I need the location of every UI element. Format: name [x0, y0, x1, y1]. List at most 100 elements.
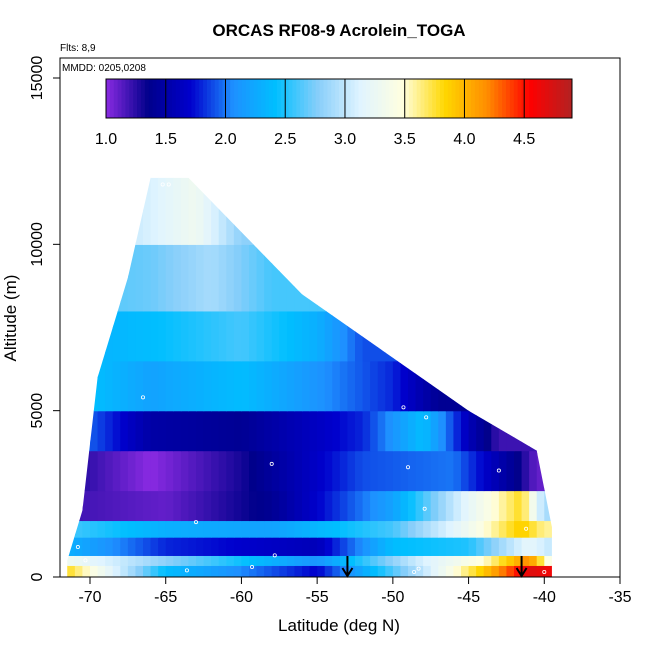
heatmap-cell [408, 490, 417, 522]
heatmap-cell [173, 310, 182, 362]
colorbar-swatch [463, 79, 468, 118]
heatmap-cell [453, 310, 462, 362]
heatmap-cell [165, 410, 174, 452]
heatmap-cell [370, 410, 379, 452]
heatmap-cell [120, 410, 129, 452]
heatmap-cell [408, 537, 417, 556]
heatmap-cell [150, 490, 159, 522]
heatmap-cell [188, 410, 197, 452]
heatmap-cell [241, 555, 250, 566]
heatmap-cell [112, 310, 121, 362]
heatmap-cell [264, 360, 273, 412]
heatmap-cell [332, 490, 341, 522]
heatmap-cell [468, 520, 477, 538]
heatmap-cell [408, 177, 417, 245]
colorbar-swatch [125, 79, 130, 118]
heatmap-cell [143, 520, 152, 538]
heatmap-cell [483, 244, 492, 312]
heatmap-cell [544, 520, 552, 538]
heatmap-cell [453, 177, 462, 245]
heatmap-cell [264, 565, 273, 577]
heatmap-cell [226, 565, 235, 577]
heatmap-cell [180, 310, 190, 362]
heatmap-cell [218, 410, 227, 452]
heatmap-cell [438, 244, 447, 312]
colorbar-swatch [129, 79, 134, 118]
heatmap-cell [226, 537, 235, 556]
colorbar-swatch [187, 79, 192, 118]
heatmap-cell [476, 565, 485, 577]
heatmap-cell [408, 555, 417, 566]
heatmap-cell [211, 520, 220, 538]
heatmap-cell [491, 244, 500, 312]
heatmap-cell [173, 537, 182, 556]
heatmap-cell [302, 555, 311, 566]
heatmap-cell [377, 537, 386, 556]
heatmap-cell [67, 537, 68, 556]
heatmap-cell [74, 450, 84, 492]
y-tick-label: 5000 [29, 393, 46, 429]
heatmap-cell [529, 537, 538, 556]
heatmap-cell [536, 520, 545, 538]
heatmap-cell [67, 244, 68, 312]
heatmap-cell [514, 555, 523, 566]
heatmap-cell [468, 490, 477, 522]
colorbar-swatch [533, 79, 538, 118]
heatmap-cell [211, 537, 220, 556]
colorbar-swatch [109, 79, 115, 118]
heatmap-cell [264, 537, 273, 556]
colorbar-swatch [455, 79, 460, 118]
heatmap-cell [355, 410, 364, 452]
heatmap-cell [180, 555, 190, 566]
heatmap-cell [279, 410, 288, 452]
colorbar-swatch [106, 79, 111, 118]
heatmap-cell [165, 360, 174, 412]
heatmap-cell [385, 555, 394, 566]
heatmap-cell [112, 244, 121, 312]
heatmap-cell [324, 410, 333, 452]
colorbar-swatch [548, 79, 554, 118]
heatmap-cell [294, 555, 303, 566]
heatmap-cell [498, 520, 508, 538]
heatmap-cell [233, 177, 243, 245]
colorbar-swatch [113, 79, 119, 118]
heatmap-cell [302, 360, 311, 412]
heatmap-cell [317, 537, 326, 556]
heatmap-cell [332, 555, 341, 566]
heatmap-cell [438, 450, 447, 492]
sample-point [416, 566, 421, 571]
colorbar-swatch [505, 79, 511, 118]
colorbar-swatch [436, 79, 441, 118]
sample-point [405, 465, 410, 470]
heatmap-cell [173, 360, 182, 412]
colorbar-swatch [373, 79, 379, 118]
heatmap-cell [211, 565, 220, 577]
heatmap-cell [529, 555, 538, 566]
colorbar-swatch [218, 79, 223, 118]
heatmap-cell [347, 490, 356, 522]
heatmap-cell [559, 491, 567, 522]
colorbar-swatch [556, 79, 561, 118]
heatmap-cell [158, 565, 167, 577]
heatmap-cell [279, 537, 288, 556]
heatmap-cell [218, 565, 227, 577]
heatmap-cell [90, 310, 99, 362]
x-tick-label: -65 [154, 589, 177, 606]
colorbar-swatch [385, 79, 390, 118]
heatmap-cell [302, 410, 311, 452]
heatmap-cell [271, 490, 280, 522]
heatmap-cell [249, 565, 258, 577]
heatmap-cell [529, 244, 538, 312]
colorbar-swatch [397, 79, 402, 118]
colorbar-tick-label: 4.5 [513, 131, 535, 148]
heatmap-cell [294, 450, 303, 492]
heatmap-cell [150, 410, 159, 452]
heatmap-cell [476, 310, 485, 362]
heatmap-cell [468, 360, 477, 412]
heatmap-cell [158, 490, 167, 522]
heatmap-cell [180, 450, 190, 492]
heatmap-cell [377, 565, 386, 577]
heatmap-cell [120, 244, 129, 312]
colorbar-tick-label: 2.5 [274, 131, 296, 148]
heatmap-cell [551, 490, 552, 522]
